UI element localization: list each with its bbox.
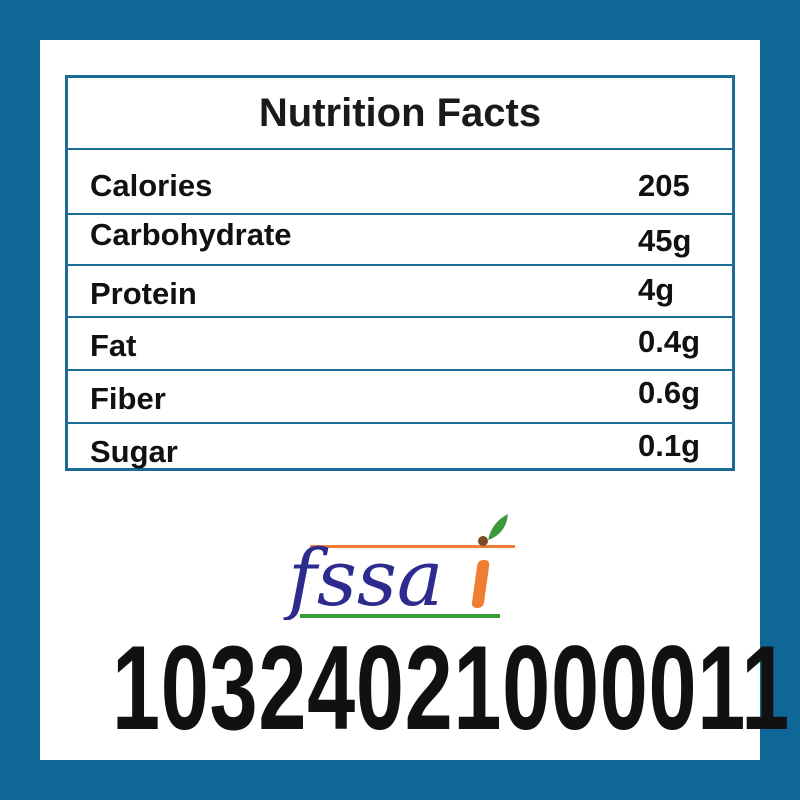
leaf-icon: [488, 514, 508, 540]
row-protein: Protein 4g: [68, 266, 732, 318]
row-carbohydrate: Carbohydrate 45g: [68, 215, 732, 266]
row-value: 0.4g: [638, 324, 701, 359]
nutrition-facts-table: Nutrition Facts Calories 205 Carbohydrat…: [65, 75, 735, 471]
logo-green-line: [300, 614, 500, 618]
row-fat: Fat 0.4g: [68, 318, 732, 371]
label-panel: [40, 40, 760, 760]
row-label: Carbohydrate: [90, 217, 292, 252]
row-value: 0.1g: [638, 428, 701, 463]
row-value: 4g: [638, 272, 675, 307]
logo-i: [471, 560, 490, 608]
row-value: 45g: [638, 223, 692, 258]
logo-seed: [478, 536, 488, 546]
logo-text: fssa: [283, 534, 443, 620]
row-fiber: Fiber 0.6g: [68, 371, 732, 424]
row-label: Calories: [90, 168, 213, 203]
license-number: 10324021000011: [112, 621, 791, 755]
row-label: Fiber: [90, 381, 166, 416]
logo-orange-line: [310, 545, 515, 548]
row-value: 205: [638, 168, 690, 203]
row-sugar: Sugar 0.1g: [68, 424, 732, 474]
fssai-logo: fssa: [283, 514, 515, 620]
row-calories: Calories 205: [68, 150, 732, 215]
row-value: 0.6g: [638, 375, 701, 410]
row-label: Fat: [90, 328, 137, 363]
row-label: Sugar: [90, 434, 178, 469]
nutrition-title: Nutrition Facts: [68, 78, 732, 150]
row-label: Protein: [90, 276, 197, 311]
